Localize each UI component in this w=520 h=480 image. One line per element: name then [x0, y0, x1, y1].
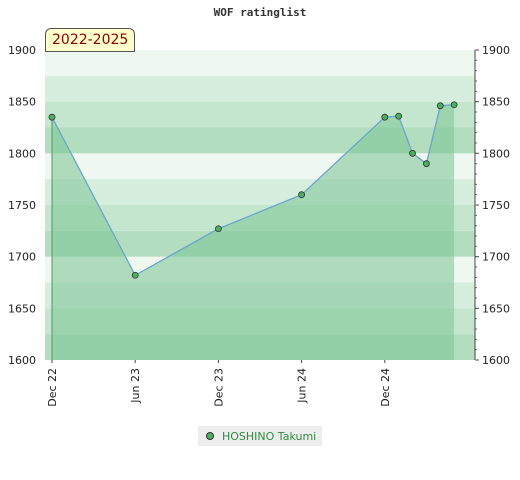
y-tick-right-1900: 1900 — [482, 44, 510, 57]
data-point-5[interactable] — [395, 112, 403, 120]
legend-label: HOSHINO Takumi — [222, 429, 317, 443]
y-tick-right-1700: 1700 — [482, 251, 510, 264]
y-tick-left-1900: 1900 — [8, 44, 36, 57]
y-tick-right-1650: 1650 — [482, 302, 510, 315]
band-1850 — [45, 75, 475, 102]
data-point-7[interactable] — [422, 160, 430, 168]
data-point-9[interactable] — [450, 101, 458, 109]
period-badge: 2022-2025 — [45, 28, 136, 52]
y-tick-left-1650: 1650 — [8, 302, 36, 315]
x-tick-label: Dec 23 — [212, 368, 225, 407]
y-tick-left-1700: 1700 — [8, 251, 36, 264]
y-tick-left-1600: 1600 — [8, 354, 36, 367]
axes: 1600 1600 1650 1650 1700 1700 1750 1750 1800 1800… — [8, 44, 510, 407]
band-1875 — [45, 50, 475, 76]
x-tick-label: Jun 23 — [129, 368, 142, 404]
data-markers — [48, 101, 458, 279]
data-point-6[interactable] — [409, 149, 416, 157]
data-point-3[interactable] — [298, 191, 306, 199]
data-point-4[interactable] — [381, 113, 389, 121]
legend[interactable]: HOSHINO Takumi — [198, 426, 323, 446]
rating-area — [52, 104, 455, 361]
y-tick-left-1800: 1800 — [8, 147, 36, 160]
data-point-8[interactable] — [436, 102, 444, 110]
chart-title: WOF ratinglist — [213, 6, 307, 19]
legend-swatch-icon — [206, 432, 214, 440]
x-tick-label: Dec 24 — [379, 368, 392, 407]
y-tick-right-1750: 1750 — [482, 199, 510, 212]
rating-line — [51, 104, 455, 277]
y-tick-right-1850: 1850 — [482, 96, 510, 109]
y-tick-left-1850: 1850 — [8, 96, 36, 109]
y-tick-right-1800: 1800 — [482, 147, 510, 160]
x-tick-label: Jun 24 — [296, 368, 309, 404]
band-1825 — [45, 101, 475, 128]
x-tick-label: Dec 22 — [46, 368, 59, 407]
data-point-1[interactable] — [131, 271, 139, 279]
y-tick-right-1600: 1600 — [482, 354, 510, 367]
data-point-0[interactable] — [48, 113, 56, 121]
y-tick-left-1750: 1750 — [8, 199, 36, 212]
data-point-2[interactable] — [214, 225, 222, 233]
